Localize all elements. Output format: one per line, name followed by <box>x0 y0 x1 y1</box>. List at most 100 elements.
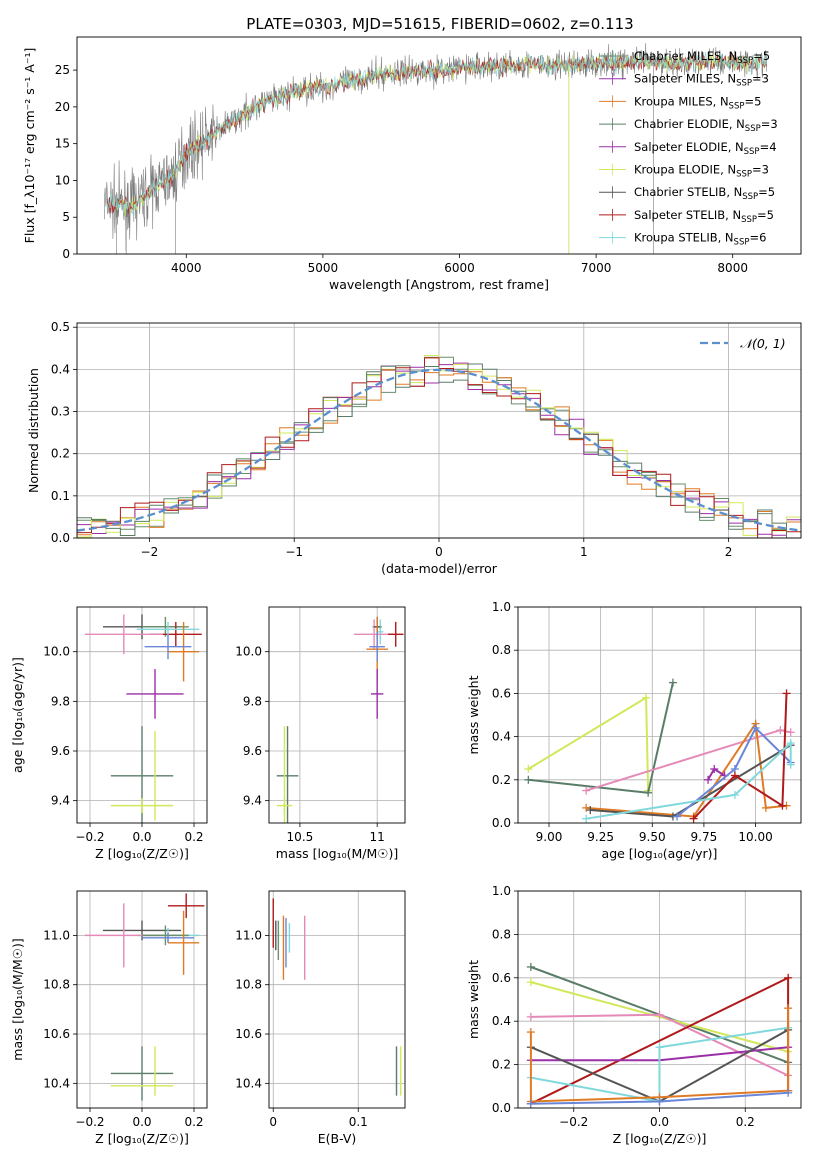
y-tick-label: 0.0 <box>51 531 70 545</box>
x-tick-label: −2 <box>141 545 159 559</box>
y-tick-label: 10.4 <box>235 1076 262 1090</box>
y-tick-label: 10.6 <box>43 1027 70 1041</box>
x-tick-label: 0 <box>269 1115 277 1129</box>
axes-frame <box>268 890 406 1109</box>
spectrum-lines <box>104 43 768 254</box>
x-axis-label: E(B-V) <box>318 1131 357 1146</box>
legend-entry: Chabrier STELIB, NSSP=5 <box>634 185 775 202</box>
x-tick-label: 9.50 <box>639 830 666 844</box>
y-tick-label: 15 <box>55 137 70 151</box>
axes-frame <box>76 890 208 1109</box>
y-tick-label: 10.0 <box>43 645 70 659</box>
y-axis-label: Flux [f_λ10⁻¹⁷ erg cm⁻² s⁻¹ A⁻¹] <box>22 48 37 244</box>
residual-histogram-panel: −2 −1 0 1 2 0.0 0.1 0.2 0.3 0.4 0.5 (data-model)/er… <box>26 320 802 576</box>
y-tick-label: 0.0 <box>492 816 511 830</box>
y-tick-label: 10.0 <box>235 645 262 659</box>
x-tick-label: 0.2 <box>736 1115 755 1129</box>
x-tick-label: 5000 <box>308 261 339 275</box>
y-tick-label: 0.6 <box>492 686 511 700</box>
y-tick-label: 5 <box>62 210 70 224</box>
x-axis-label: Z [log₁₀(Z/Z☉)] <box>95 1131 189 1146</box>
y-tick-label: 11.0 <box>235 928 262 942</box>
x-tick-label: 9.25 <box>587 830 614 844</box>
y-axis-label: mass [log₁₀(M/M☉)] <box>10 938 25 1060</box>
legend-entry: Kroupa STELIB, NSSP=6 <box>634 231 766 248</box>
mass-weight-vs-age-panel: 9.00 9.25 9.50 9.75 10.00 0.0 0.2 0.4 0.6 0.8 1.0 a… <box>466 600 802 861</box>
y-tick-label: 10.8 <box>235 978 262 992</box>
x-axis-label: mass [log₁₀(M/M☉)] <box>276 846 398 861</box>
y-tick-label: 9.6 <box>243 744 262 758</box>
y-tick-label: 0.1 <box>51 489 70 503</box>
model-spectrum-line <box>106 52 768 214</box>
axes-frame <box>76 606 208 824</box>
legend-entry: Chabrier MILES, NSSP=5 <box>634 49 770 66</box>
y-tick-label: 10.8 <box>43 978 70 992</box>
x-axis-label: Z [log₁₀(Z/Z☉)] <box>95 846 189 861</box>
series-lines <box>524 678 795 823</box>
y-tick-label: 9.6 <box>51 744 70 758</box>
y-tick-label: 0 <box>62 247 70 261</box>
series-line <box>676 726 792 818</box>
age-vs-metallicity-panel: −0.2 0.0 0.2 9.4 9.6 9.8 10.0 Z [log₁₀(Z/Z☉)] ag… <box>10 606 208 861</box>
y-tick-label: 0.4 <box>51 362 70 376</box>
axes-frame <box>268 606 406 824</box>
series-line <box>586 740 792 820</box>
x-axis-label: wavelength [Angstrom, rest frame] <box>329 277 549 292</box>
x-tick-label: 0.1 <box>349 1115 368 1129</box>
y-tick-label: 20 <box>55 100 70 114</box>
y-tick-label: 10 <box>55 173 70 187</box>
model-spectrum-line <box>106 52 768 216</box>
legend-label-gaussian: 𝒩(0, 1) <box>740 336 786 351</box>
y-tick-label: 11.0 <box>43 928 70 942</box>
x-tick-label: −0.2 <box>75 1115 104 1129</box>
x-axis-label: (data-model)/error <box>381 561 498 576</box>
y-tick-label: 25 <box>55 63 70 77</box>
y-tick-label: 0.5 <box>51 320 70 334</box>
y-tick-label: 0.2 <box>51 447 70 461</box>
y-tick-label: 0.6 <box>492 971 511 985</box>
y-tick-label: 1.0 <box>492 884 511 898</box>
y-axis-label: age [log₁₀(age/yr)] <box>10 657 25 773</box>
y-tick-label: 0.8 <box>492 927 511 941</box>
x-tick-label: 1 <box>580 545 588 559</box>
x-tick-label: 9.75 <box>691 830 718 844</box>
x-tick-label: 11 <box>370 830 385 844</box>
series-lines <box>526 962 793 1108</box>
x-tick-label: 0.0 <box>650 1115 669 1129</box>
x-tick-label: −1 <box>285 545 303 559</box>
x-axis-label: age [log₁₀(age/yr)] <box>602 846 718 861</box>
legend-entry: Salpeter ELODIE, NSSP=4 <box>634 140 777 157</box>
y-tick-label: 9.4 <box>51 794 70 808</box>
y-tick-label: 0.4 <box>492 1014 511 1028</box>
legend-entry: Salpeter STELIB, NSSP=5 <box>634 208 774 225</box>
errorbars <box>272 898 402 1096</box>
axes-frame <box>517 890 802 1109</box>
legend-entry: Chabrier ELODIE, NSSP=3 <box>634 117 778 134</box>
figure-title: PLATE=0303, MJD=51615, FIBERID=0602, z=0… <box>246 15 633 33</box>
x-tick-label: 9.00 <box>536 830 563 844</box>
y-tick-label: 10.6 <box>235 1027 262 1041</box>
y-tick-label: 1.0 <box>492 600 511 614</box>
x-tick-label: 0 <box>435 545 443 559</box>
axes-frame <box>517 606 802 824</box>
y-tick-label: 0.4 <box>492 730 511 744</box>
y-axis-label: mass weight <box>466 675 481 754</box>
x-tick-label: 7000 <box>581 261 612 275</box>
x-tick-label: 0.0 <box>132 1115 151 1129</box>
mass-weight-vs-metallicity-panel: −0.2 0.0 0.2 0.0 0.2 0.4 0.6 0.8 1.0 Z [log₁₀(Z/Z… <box>466 884 802 1146</box>
y-tick-label: 0.2 <box>492 1058 511 1072</box>
gaussian-curve <box>77 368 799 532</box>
y-tick-label: 9.8 <box>243 694 262 708</box>
legend-entry: Kroupa MILES, NSSP=5 <box>634 94 761 111</box>
series-line <box>530 1026 789 1103</box>
x-tick-label: 10.00 <box>738 830 772 844</box>
mass-vs-ebv-panel: 0 0.1 10.4 10.6 10.8 11.0 E(B-V) <box>235 890 406 1146</box>
y-tick-label: 9.4 <box>243 794 262 808</box>
x-tick-label: 6000 <box>444 261 475 275</box>
errorbars <box>84 893 205 1101</box>
x-tick-label: 4000 <box>171 261 202 275</box>
y-tick-label: 0.0 <box>492 1101 511 1115</box>
x-tick-label: 0.0 <box>132 830 151 844</box>
y-tick-label: 0.2 <box>492 773 511 787</box>
